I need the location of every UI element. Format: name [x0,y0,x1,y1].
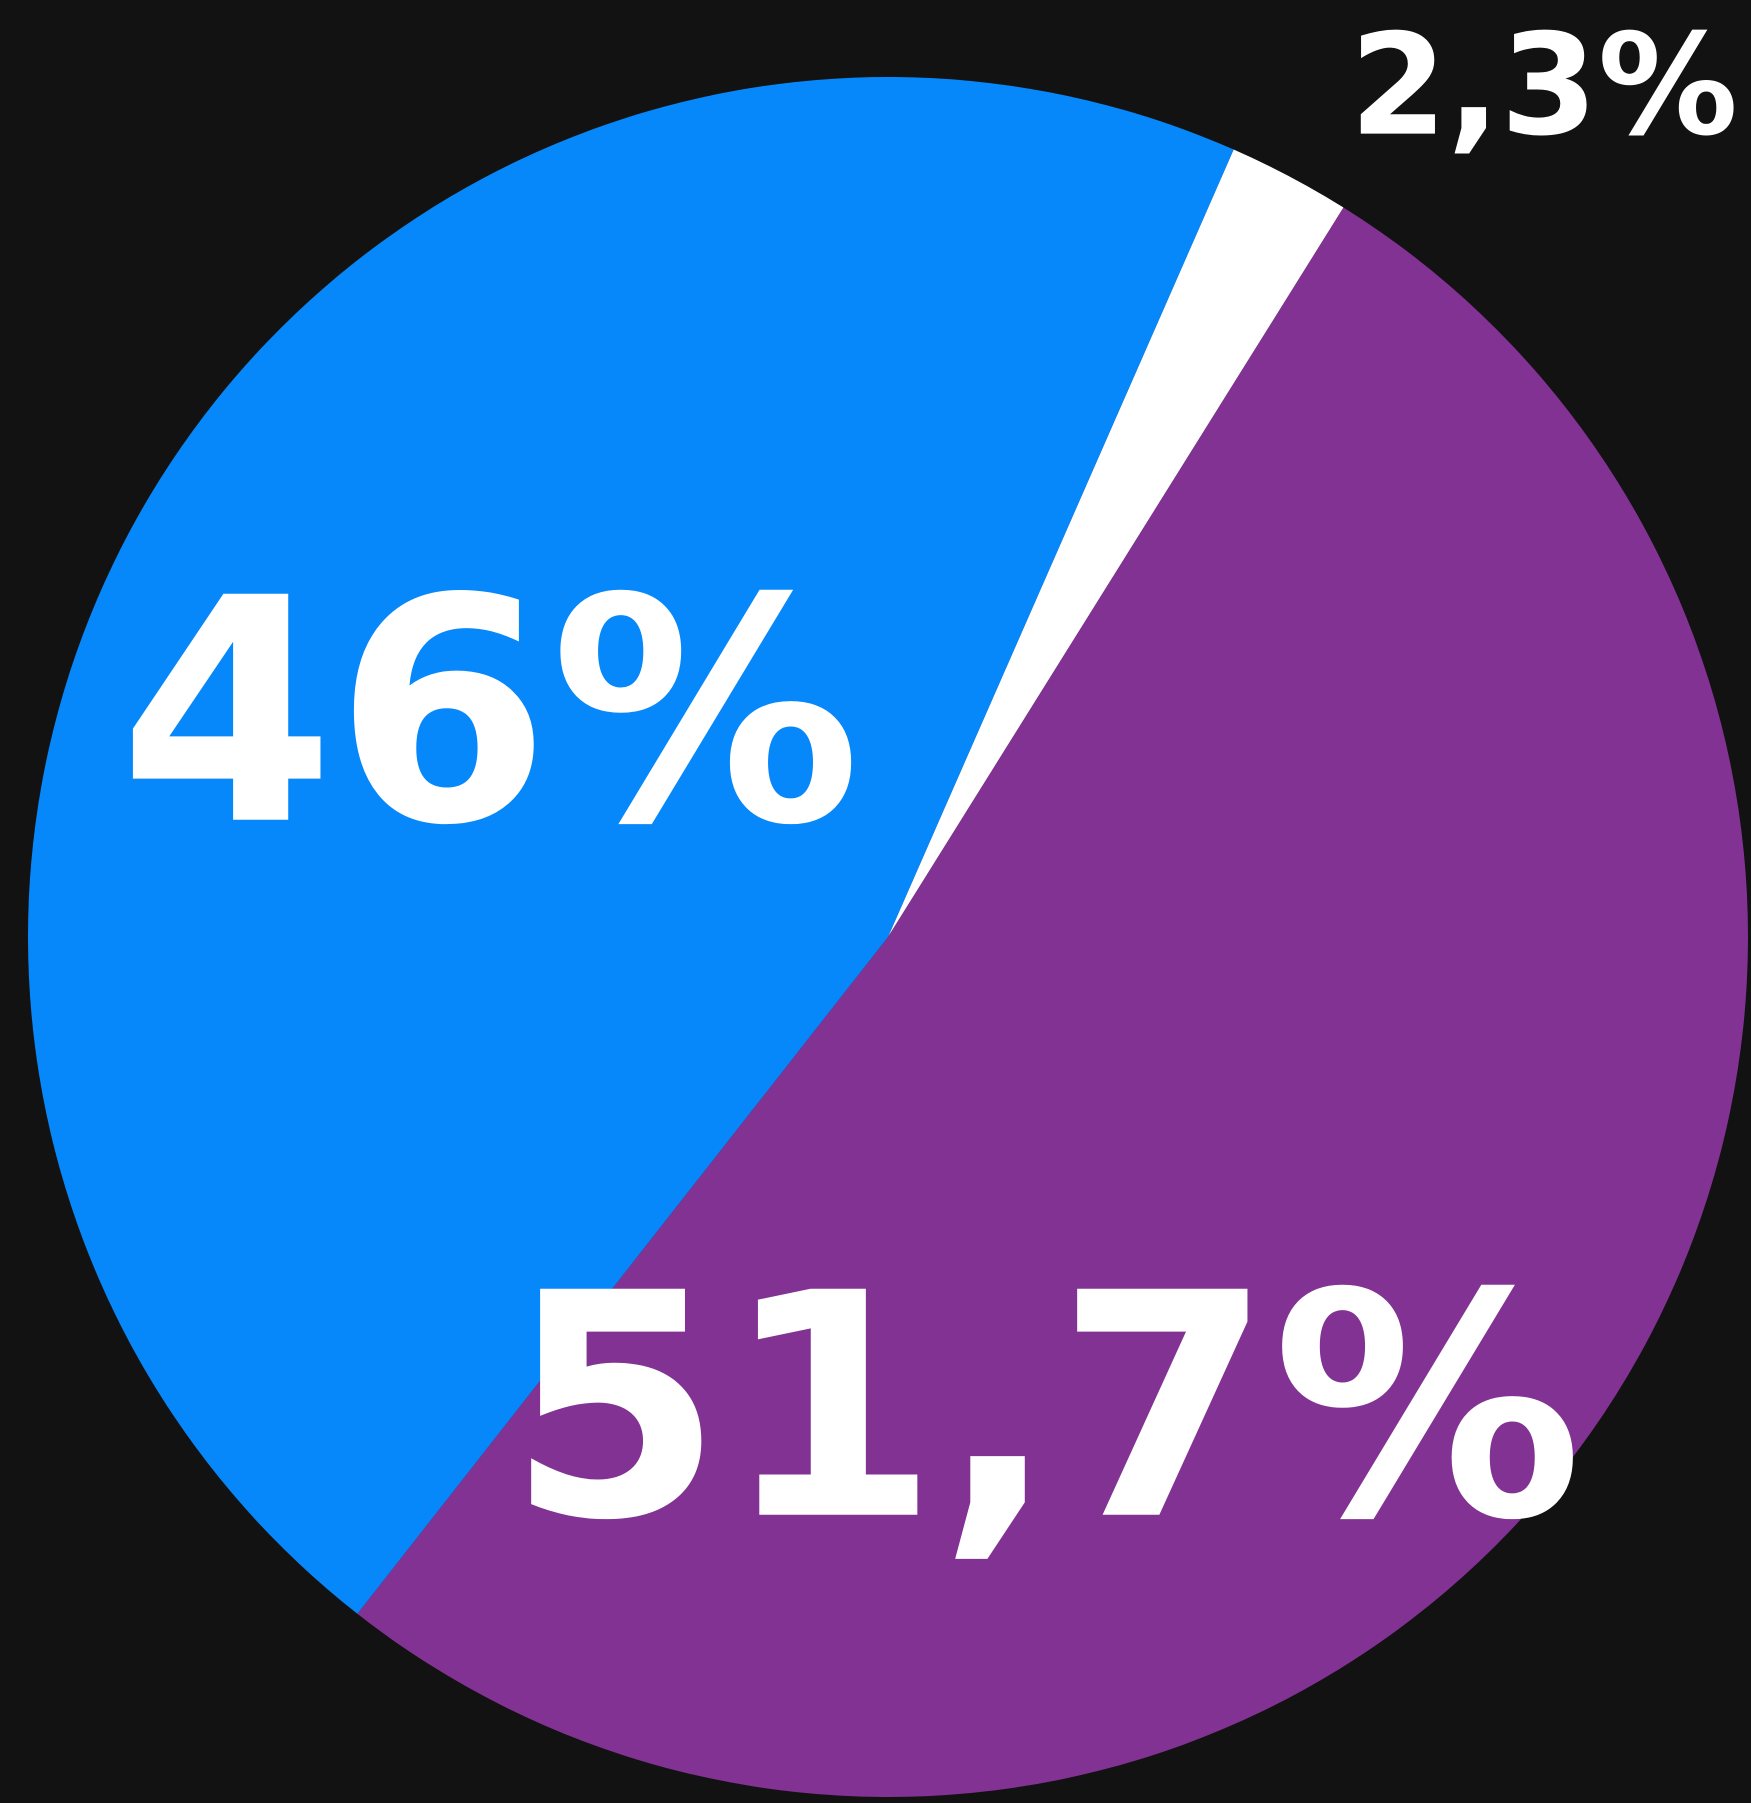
pie-slice [28,77,1234,1614]
value-label: 51,7% [507,1228,1582,1589]
value-label: 46% [119,533,861,894]
pie-slice [357,207,1748,1797]
value-label: 2,3% [1350,5,1738,168]
pie-slice [888,149,1344,938]
